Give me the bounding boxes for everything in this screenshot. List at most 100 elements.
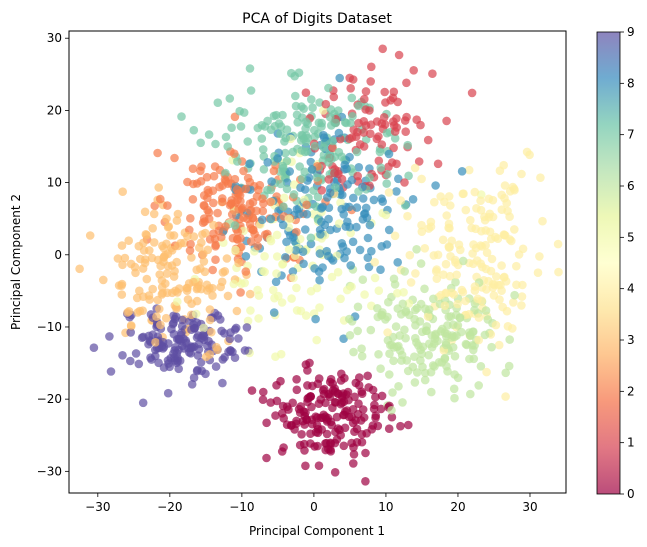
data-point bbox=[318, 202, 327, 212]
data-point bbox=[225, 94, 235, 103]
data-point bbox=[494, 340, 504, 350]
data-point bbox=[359, 128, 369, 137]
data-point bbox=[330, 152, 340, 162]
data-point bbox=[245, 289, 255, 299]
data-point bbox=[353, 171, 363, 181]
data-point bbox=[309, 186, 318, 195]
data-point bbox=[538, 216, 547, 226]
data-point bbox=[308, 103, 317, 112]
data-point bbox=[369, 195, 379, 205]
data-point bbox=[282, 178, 292, 187]
data-point bbox=[488, 283, 498, 293]
data-point bbox=[468, 249, 477, 258]
data-point bbox=[306, 157, 316, 167]
data-point bbox=[255, 180, 265, 190]
data-point bbox=[189, 125, 199, 135]
data-point bbox=[366, 77, 376, 86]
data-point bbox=[200, 267, 210, 277]
data-point bbox=[295, 209, 304, 219]
data-point bbox=[366, 129, 375, 138]
data-point bbox=[117, 241, 127, 250]
data-point bbox=[352, 203, 362, 212]
data-point bbox=[353, 326, 363, 336]
data-point bbox=[344, 395, 353, 405]
data-point bbox=[260, 251, 269, 261]
data-point bbox=[393, 288, 402, 298]
data-point bbox=[295, 234, 305, 244]
data-point bbox=[372, 117, 382, 126]
data-point bbox=[470, 187, 480, 197]
data-point bbox=[349, 459, 358, 468]
data-point bbox=[377, 391, 387, 401]
data-point bbox=[476, 205, 486, 215]
data-point bbox=[196, 138, 205, 148]
data-point bbox=[379, 113, 389, 122]
data-point bbox=[396, 196, 406, 205]
x-axis-label: Principal Component 1 bbox=[249, 524, 385, 538]
data-point bbox=[474, 313, 484, 322]
data-point bbox=[204, 188, 213, 198]
colorbar-ticks: 0 1 2 3 4 5 6 7 8 9 bbox=[620, 25, 635, 501]
data-point bbox=[154, 183, 163, 192]
data-point bbox=[191, 309, 201, 319]
data-point bbox=[312, 335, 322, 345]
data-point bbox=[392, 187, 401, 196]
data-point bbox=[404, 420, 413, 430]
data-point bbox=[470, 282, 480, 291]
data-point bbox=[216, 282, 225, 292]
data-point bbox=[211, 362, 221, 371]
data-point bbox=[482, 367, 491, 377]
data-point bbox=[192, 296, 202, 306]
data-point bbox=[360, 94, 369, 104]
data-point bbox=[196, 358, 206, 367]
data-point bbox=[236, 196, 245, 206]
y-axis-label: Principal Component 2 bbox=[9, 194, 23, 330]
data-point bbox=[433, 250, 443, 260]
data-point bbox=[269, 166, 279, 176]
data-point bbox=[420, 244, 430, 253]
data-point bbox=[411, 305, 420, 315]
data-point bbox=[464, 310, 474, 319]
data-point bbox=[289, 273, 298, 283]
data-point bbox=[384, 149, 394, 159]
data-point bbox=[362, 213, 372, 223]
data-point bbox=[269, 308, 279, 317]
data-point bbox=[481, 306, 491, 315]
data-point bbox=[492, 272, 501, 281]
data-point bbox=[199, 323, 208, 333]
data-point bbox=[158, 337, 168, 347]
data-point bbox=[230, 221, 240, 230]
data-point bbox=[301, 88, 311, 97]
data-point bbox=[211, 139, 220, 149]
data-point bbox=[258, 206, 268, 216]
data-point bbox=[392, 159, 401, 169]
data-point bbox=[272, 230, 282, 240]
data-point bbox=[402, 78, 411, 88]
data-point bbox=[193, 365, 202, 375]
data-point bbox=[118, 351, 127, 360]
data-point bbox=[394, 174, 403, 184]
data-point bbox=[243, 137, 252, 146]
data-point bbox=[431, 267, 441, 276]
data-point bbox=[302, 200, 311, 210]
data-point bbox=[292, 385, 302, 395]
data-point bbox=[315, 275, 324, 285]
data-point bbox=[279, 202, 288, 211]
data-point bbox=[317, 186, 327, 195]
data-point bbox=[243, 316, 253, 326]
data-point bbox=[415, 317, 425, 326]
data-point bbox=[239, 166, 248, 176]
data-point bbox=[316, 395, 326, 404]
data-point bbox=[333, 267, 343, 277]
data-point bbox=[297, 174, 307, 183]
data-point bbox=[349, 193, 358, 203]
x-tick-label: 20 bbox=[450, 500, 465, 514]
data-point bbox=[382, 179, 392, 188]
data-point bbox=[235, 106, 244, 116]
data-point bbox=[75, 264, 84, 274]
data-point bbox=[374, 156, 384, 166]
data-point bbox=[401, 127, 411, 136]
data-point bbox=[162, 269, 172, 278]
data-point bbox=[416, 356, 425, 365]
data-point bbox=[218, 194, 227, 203]
